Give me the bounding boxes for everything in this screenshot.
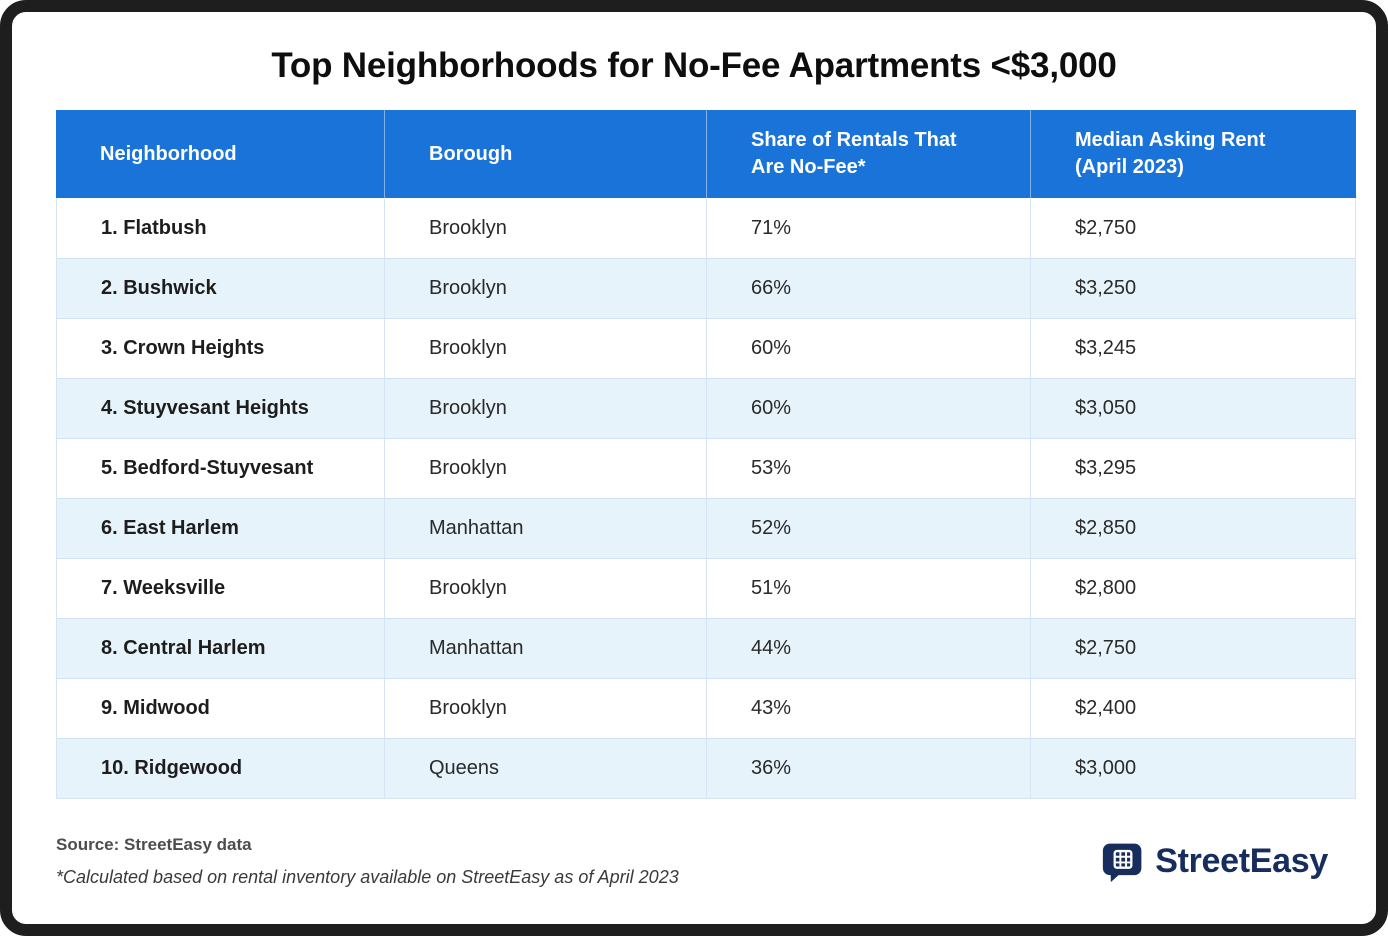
source-block: Source: StreetEasy data *Calculated base… bbox=[56, 835, 679, 888]
cell-neighborhood: 3. Crown Heights bbox=[101, 337, 265, 359]
source-text: Source: StreetEasy data bbox=[56, 835, 252, 854]
footer: Source: StreetEasy data *Calculated base… bbox=[56, 835, 1332, 888]
cell-share-no-fee: 52% bbox=[706, 499, 1030, 558]
neighborhoods-table: Neighborhood Borough Share of Rentals Th… bbox=[56, 110, 1356, 799]
cell-neighborhood: 2. Bushwick bbox=[101, 277, 217, 299]
cell-neighborhood: 9. Midwood bbox=[101, 697, 210, 719]
speech-bubble-building-grid-icon bbox=[1103, 843, 1142, 882]
streeteasy-logo: StreetEasy bbox=[1102, 841, 1332, 883]
cell-share-no-fee: 66% bbox=[706, 259, 1030, 318]
table-row: 2. Bushwick Brooklyn 66% $3,250 bbox=[57, 258, 1355, 318]
table-row: 6. East Harlem Manhattan 52% $2,850 bbox=[57, 498, 1355, 558]
cell-neighborhood: 10. Ridgewood bbox=[101, 757, 243, 779]
header-rent-line1: Median Asking Rent bbox=[1075, 129, 1266, 151]
cell-median-rent: $3,050 bbox=[1030, 379, 1355, 438]
header-borough-label: Borough bbox=[429, 142, 513, 165]
header-rent-line2: (April 2023) bbox=[1075, 156, 1184, 178]
table-row: 8. Central Harlem Manhattan 44% $2,750 bbox=[57, 618, 1355, 678]
cell-median-rent: $2,400 bbox=[1030, 679, 1355, 738]
cell-neighborhood: 7. Weeksville bbox=[101, 577, 226, 599]
cell-borough: Brooklyn bbox=[384, 679, 706, 738]
cell-borough: Brooklyn bbox=[384, 319, 706, 378]
table-row: 4. Stuyvesant Heights Brooklyn 60% $3,05… bbox=[57, 378, 1355, 438]
cell-neighborhood: 4. Stuyvesant Heights bbox=[101, 397, 309, 419]
cell-median-rent: $2,800 bbox=[1030, 559, 1355, 618]
cell-borough: Brooklyn bbox=[384, 259, 706, 318]
table-row: 5. Bedford-Stuyvesant Brooklyn 53% $3,29… bbox=[57, 438, 1355, 498]
cell-borough: Brooklyn bbox=[384, 379, 706, 438]
header-neighborhood: Neighborhood bbox=[56, 110, 384, 198]
header-share-line2: Are No-Fee* bbox=[751, 156, 866, 178]
cell-borough: Queens bbox=[384, 739, 706, 798]
table-row: 1. Flatbush Brooklyn 71% $2,750 bbox=[57, 198, 1355, 258]
cell-share-no-fee: 36% bbox=[706, 739, 1030, 798]
header-share-line1: Share of Rentals That bbox=[751, 129, 957, 151]
cell-median-rent: $2,750 bbox=[1030, 198, 1355, 258]
table-row: 10. Ridgewood Queens 36% $3,000 bbox=[57, 738, 1355, 798]
streeteasy-logo-text: StreetEasy bbox=[1155, 842, 1328, 880]
table-header: Neighborhood Borough Share of Rentals Th… bbox=[56, 110, 1356, 198]
cell-neighborhood: 1. Flatbush bbox=[101, 216, 207, 239]
cell-share-no-fee: 71% bbox=[706, 198, 1030, 258]
page-title: Top Neighborhoods for No-Fee Apartments … bbox=[271, 46, 1117, 85]
header-share-no-fee: Share of Rentals That Are No-Fee* bbox=[706, 110, 1030, 198]
cell-neighborhood: 6. East Harlem bbox=[101, 517, 239, 539]
cell-neighborhood: 5. Bedford-Stuyvesant bbox=[101, 457, 314, 479]
table-row: 3. Crown Heights Brooklyn 60% $3,245 bbox=[57, 318, 1355, 378]
cell-borough: Brooklyn bbox=[384, 198, 706, 258]
cell-share-no-fee: 60% bbox=[706, 319, 1030, 378]
cell-borough: Manhattan bbox=[384, 619, 706, 678]
cell-share-no-fee: 43% bbox=[706, 679, 1030, 738]
cell-median-rent: $3,295 bbox=[1030, 439, 1355, 498]
cell-borough: Brooklyn bbox=[384, 559, 706, 618]
table-row: 9. Midwood Brooklyn 43% $2,400 bbox=[57, 678, 1355, 738]
cell-median-rent: $2,750 bbox=[1030, 619, 1355, 678]
cell-median-rent: $3,245 bbox=[1030, 319, 1355, 378]
cell-median-rent: $3,000 bbox=[1030, 739, 1355, 798]
header-neighborhood-label: Neighborhood bbox=[100, 142, 237, 165]
cell-borough: Manhattan bbox=[384, 499, 706, 558]
footnote-text: *Calculated based on rental inventory av… bbox=[56, 867, 679, 887]
cell-median-rent: $2,850 bbox=[1030, 499, 1355, 558]
cell-share-no-fee: 53% bbox=[706, 439, 1030, 498]
cell-borough: Brooklyn bbox=[384, 439, 706, 498]
header-median-rent: Median Asking Rent (April 2023) bbox=[1030, 110, 1356, 198]
table-body: 1. Flatbush Brooklyn 71% $2,750 2. Bushw… bbox=[56, 198, 1356, 799]
cell-share-no-fee: 44% bbox=[706, 619, 1030, 678]
cell-median-rent: $3,250 bbox=[1030, 259, 1355, 318]
header-borough: Borough bbox=[384, 110, 706, 198]
table-row: 7. Weeksville Brooklyn 51% $2,800 bbox=[57, 558, 1355, 618]
cell-share-no-fee: 60% bbox=[706, 379, 1030, 438]
cell-neighborhood: 8. Central Harlem bbox=[101, 637, 266, 659]
cell-share-no-fee: 51% bbox=[706, 559, 1030, 618]
